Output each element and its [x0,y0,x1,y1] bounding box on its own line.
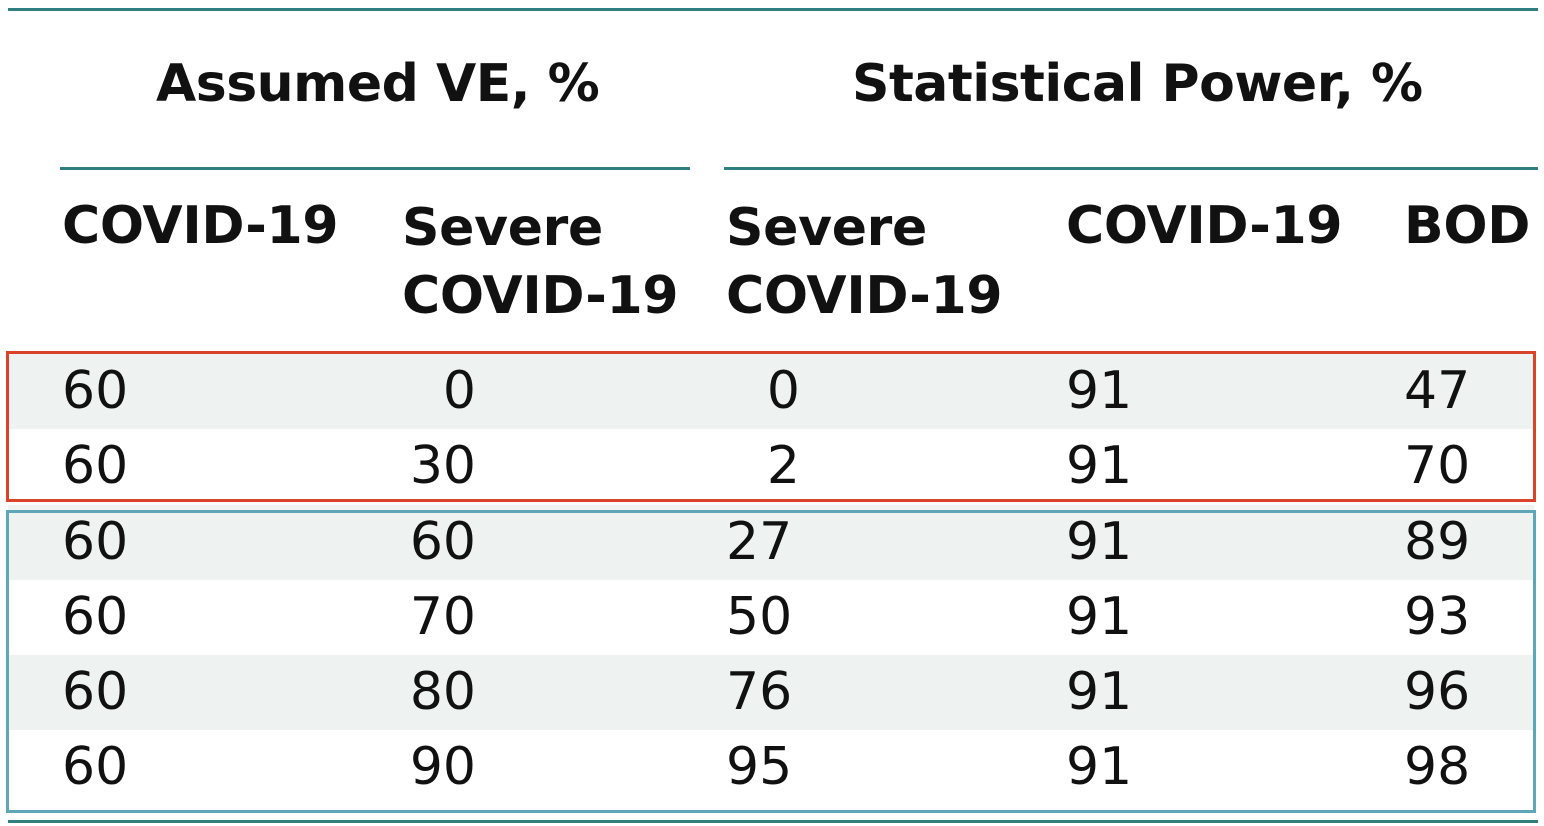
cell-assumed-covid: 60 [62,662,129,722]
cell-power-bod: 98 [1404,737,1471,797]
col-header-power-covid: COVID-19 [1066,196,1343,256]
table-row: 60 80 76 91 96 [8,655,1534,730]
assumed-ve-rule [60,167,690,170]
cell-power-bod: 89 [1404,512,1471,572]
cell-power-severe: 95 [726,737,793,797]
cell-power-severe: 50 [726,587,793,647]
table-row: 60 30 2 91 70 [8,429,1534,504]
assumed-ve-header: Assumed VE, % [156,54,600,114]
cell-assumed-covid: 60 [62,436,129,496]
cell-assumed-severe: 90 [409,737,476,797]
cell-power-covid: 91 [1066,512,1133,572]
col-header-assumed-severe-line2: COVID-19 [402,266,679,326]
cell-power-covid: 91 [1066,361,1133,421]
cell-assumed-covid: 60 [62,361,129,421]
table-row: 60 0 0 91 47 [8,354,1534,429]
col-header-power-severe-line1: Severe [726,198,927,258]
cell-assumed-severe: 0 [442,361,476,421]
cell-power-severe: 27 [726,512,793,572]
cell-assumed-severe: 60 [409,512,476,572]
cell-power-severe: 0 [766,361,800,421]
table-row: 60 90 95 91 98 [8,730,1534,805]
cell-power-bod: 70 [1404,436,1471,496]
cell-assumed-severe: 30 [409,436,476,496]
col-header-assumed-covid: COVID-19 [62,196,339,256]
col-header-assumed-severe-line1: Severe [402,198,603,258]
cell-power-bod: 47 [1404,361,1471,421]
col-header-power-severe-line2: COVID-19 [726,266,1003,326]
cell-power-severe: 2 [766,436,800,496]
cell-assumed-severe: 70 [409,587,476,647]
cell-assumed-covid: 60 [62,737,129,797]
cell-assumed-covid: 60 [62,512,129,572]
top-rule [8,8,1538,11]
teal-highlight-box [6,510,1536,813]
cell-power-bod: 96 [1404,662,1471,722]
statistical-power-rule [724,167,1538,170]
statistical-power-header: Statistical Power, % [852,54,1423,114]
col-header-power-bod: BOD [1404,196,1531,256]
cell-power-severe: 76 [726,662,793,722]
table-row: 60 60 27 91 89 [8,505,1534,580]
cell-assumed-severe: 80 [409,662,476,722]
red-highlight-box [6,351,1536,502]
cell-power-covid: 91 [1066,737,1133,797]
cell-assumed-covid: 60 [62,587,129,647]
table-row: 60 70 50 91 93 [8,580,1534,655]
cell-power-bod: 93 [1404,587,1471,647]
bottom-rule [8,820,1538,823]
cell-power-covid: 91 [1066,662,1133,722]
cell-power-covid: 91 [1066,436,1133,496]
cell-power-covid: 91 [1066,587,1133,647]
